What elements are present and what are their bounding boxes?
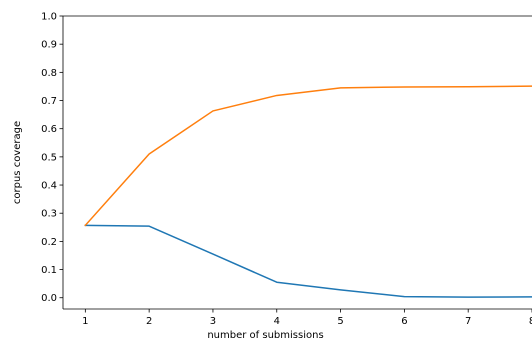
series-line-1	[84, 224, 532, 298]
x-tick-label: 3	[210, 316, 216, 327]
y-tick-label: 0.4	[41, 181, 57, 192]
y-tick-label: 0.2	[41, 237, 57, 248]
y-tick-label: 0.3	[41, 209, 57, 220]
y-tick-label: 0.5	[41, 152, 57, 163]
y-tick-label: 0.7	[41, 96, 57, 107]
x-axis-title: number of submissions	[207, 330, 323, 341]
plot-area: 0.0 0.1 0.2 0.3 0.4 0.5 0.6 0.7 0.8 0.9 1.0 1 2 3 4 5 6 7…	[41, 12, 532, 327]
x-tick-label: 8	[529, 316, 532, 327]
x-tick-label: 6	[401, 316, 407, 327]
y-tick-label: 0.9	[41, 40, 57, 51]
y-tick-label: 0.8	[41, 68, 57, 79]
series-line-2	[84, 85, 532, 227]
y-axis-title: corpus coverage	[12, 121, 23, 204]
y-tick-label: 1.0	[41, 12, 57, 23]
x-tick-label: 5	[337, 316, 343, 327]
x-tick-label: 2	[146, 316, 152, 327]
x-tick-label: 7	[465, 316, 471, 327]
y-tick-label: 0.6	[41, 124, 57, 135]
x-tick-label: 4	[274, 316, 280, 327]
x-tick-label: 1	[82, 316, 88, 327]
y-tick-label: 0.0	[41, 293, 57, 304]
y-tick-label: 0.1	[41, 265, 57, 276]
